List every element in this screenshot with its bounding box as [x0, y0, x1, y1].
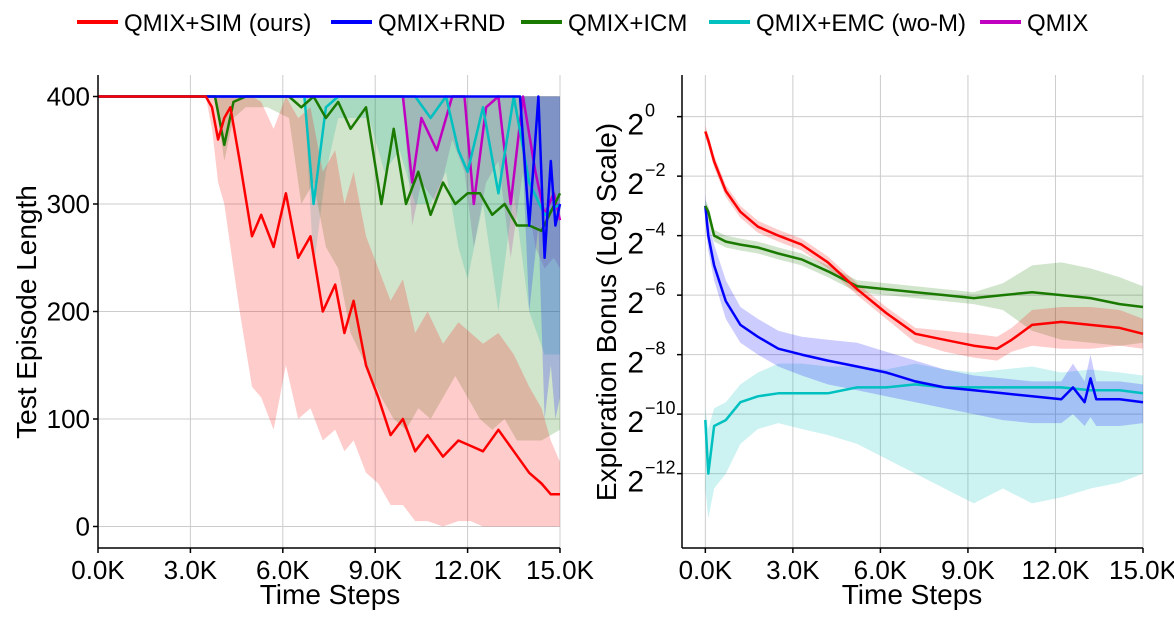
legend-label-rnd: QMIX+RND [378, 10, 505, 37]
right-band-qmix-emc-wo-m [705, 363, 1143, 519]
right-tick-labels: 0.0K 3.0K 6.0K 9.0K 12.0K 15.0K2 02 −22 −42 −62 −8… [627, 101, 1174, 585]
left-xtick-label-1: 3.0K [164, 555, 218, 585]
left-band-qmix-sim-ours [98, 96, 560, 527]
left-ytick-label-4: 400 [47, 82, 90, 112]
right-band-qmix-rnd [705, 194, 1143, 426]
left-band-qmix-emc-wo-m [98, 96, 560, 355]
left-ytick-label-0: 0 [76, 512, 90, 542]
right-ytick-base-0: 2 [627, 109, 644, 142]
left-band-qmix [98, 96, 560, 269]
right-axes [677, 75, 1144, 553]
left-ytick-label-2: 200 [47, 297, 90, 327]
right-line-qmix-emc-wo-m [704, 383, 1144, 475]
left-axes [93, 75, 561, 553]
left-band-qmix-icm [98, 96, 560, 441]
left-xtick-label-0: 0.0K [71, 555, 125, 585]
left-tick-labels: 0.0K 3.0K 6.0K 9.0K 12.0K 15.0K 0 100 200 300 400 [47, 82, 595, 586]
right-xtick-label-1: 3.0K [766, 555, 820, 585]
left-line-qmix-rnd [98, 95, 562, 260]
left-series-lines [98, 95, 562, 496]
right-xlabel: Time Steps [842, 579, 983, 610]
right-ytick-label-3: 2 −6 [627, 279, 665, 320]
right-ytick-label-6: 2 −12 [627, 458, 675, 499]
left-line-qmix [98, 95, 562, 221]
right-ytick-base-1: 2 [627, 168, 644, 201]
right-ytick-exp-4: −8 [645, 339, 666, 359]
right-confidence-bands [705, 125, 1143, 519]
right-xtick-label-4: 12.0K [1021, 555, 1090, 585]
right-ytick-exp-5: −10 [645, 398, 676, 418]
right-ytick-exp-0: 0 [645, 101, 655, 121]
exploration-bonus-plot: 0.0K 3.0K 6.0K 9.0K 12.0K 15.0K2 02 −22 −42 −62 −8… [591, 75, 1174, 610]
right-series-lines [704, 131, 1144, 475]
left-ylabel: Test Episode Length [11, 185, 42, 439]
right-ytick-base-5: 2 [627, 406, 644, 439]
right-xtick-label-3: 9.0K [941, 555, 995, 585]
left-xtick-label-2: 6.0K [256, 555, 310, 585]
right-band-qmix-icm [705, 199, 1143, 346]
left-xtick-label-4: 12.0K [434, 555, 503, 585]
left-confidence-bands [98, 96, 560, 527]
right-ytick-label-5: 2 −10 [627, 398, 675, 439]
legend-label-icm: QMIX+ICM [568, 10, 687, 37]
right-ytick-label-4: 2 −8 [627, 339, 665, 380]
right-xtick-label-5: 15.0K [1109, 555, 1174, 585]
episode-length-plot: 0.0K 3.0K 6.0K 9.0K 12.0K 15.0K0100200300400 … [11, 75, 595, 610]
right-grid [682, 75, 1144, 548]
right-band-qmix-sim-ours [705, 125, 1143, 361]
legend: QMIX+SIM (ours) QMIX+RND QMIX+ICM QMIX+E… [77, 10, 1088, 37]
left-xtick-label-5: 15.0K [526, 555, 595, 585]
right-ytick-exp-1: −2 [645, 160, 666, 180]
right-ytick-base-4: 2 [627, 347, 644, 380]
legend-label-sim: QMIX+SIM (ours) [124, 10, 311, 37]
right-ytick-base-6: 2 [627, 466, 644, 499]
left-xlabel: Time Steps [260, 579, 401, 610]
right-line-qmix-rnd [704, 205, 1144, 404]
right-ytick-exp-6: −12 [645, 458, 676, 478]
right-ytick-base-3: 2 [627, 287, 644, 320]
left-ytick-label-1: 100 [47, 404, 90, 434]
right-xtick-label-2: 6.0K [854, 555, 908, 585]
left-line-qmix-sim-ours [98, 95, 560, 496]
right-xtick-label-0: 0.0K [679, 555, 733, 585]
right-ylabel: Exploration Bonus (Log Scale) [591, 123, 622, 501]
legend-label-qmix: QMIX [1027, 10, 1088, 37]
right-line-qmix-icm [704, 205, 1144, 309]
right-ytick-base-2: 2 [627, 228, 644, 261]
right-line-qmix-sim-ours [704, 131, 1144, 350]
left-xtick-label-3: 9.0K [348, 555, 402, 585]
legend-label-emc: QMIX+EMC (wo-M) [756, 10, 966, 37]
right-ytick-label-2: 2 −4 [627, 220, 665, 261]
right-ytick-exp-2: −4 [645, 220, 666, 240]
right-ytick-label-1: 2 −2 [627, 160, 665, 201]
right-ytick-exp-3: −6 [645, 279, 666, 299]
left-ytick-label-3: 300 [47, 189, 90, 219]
